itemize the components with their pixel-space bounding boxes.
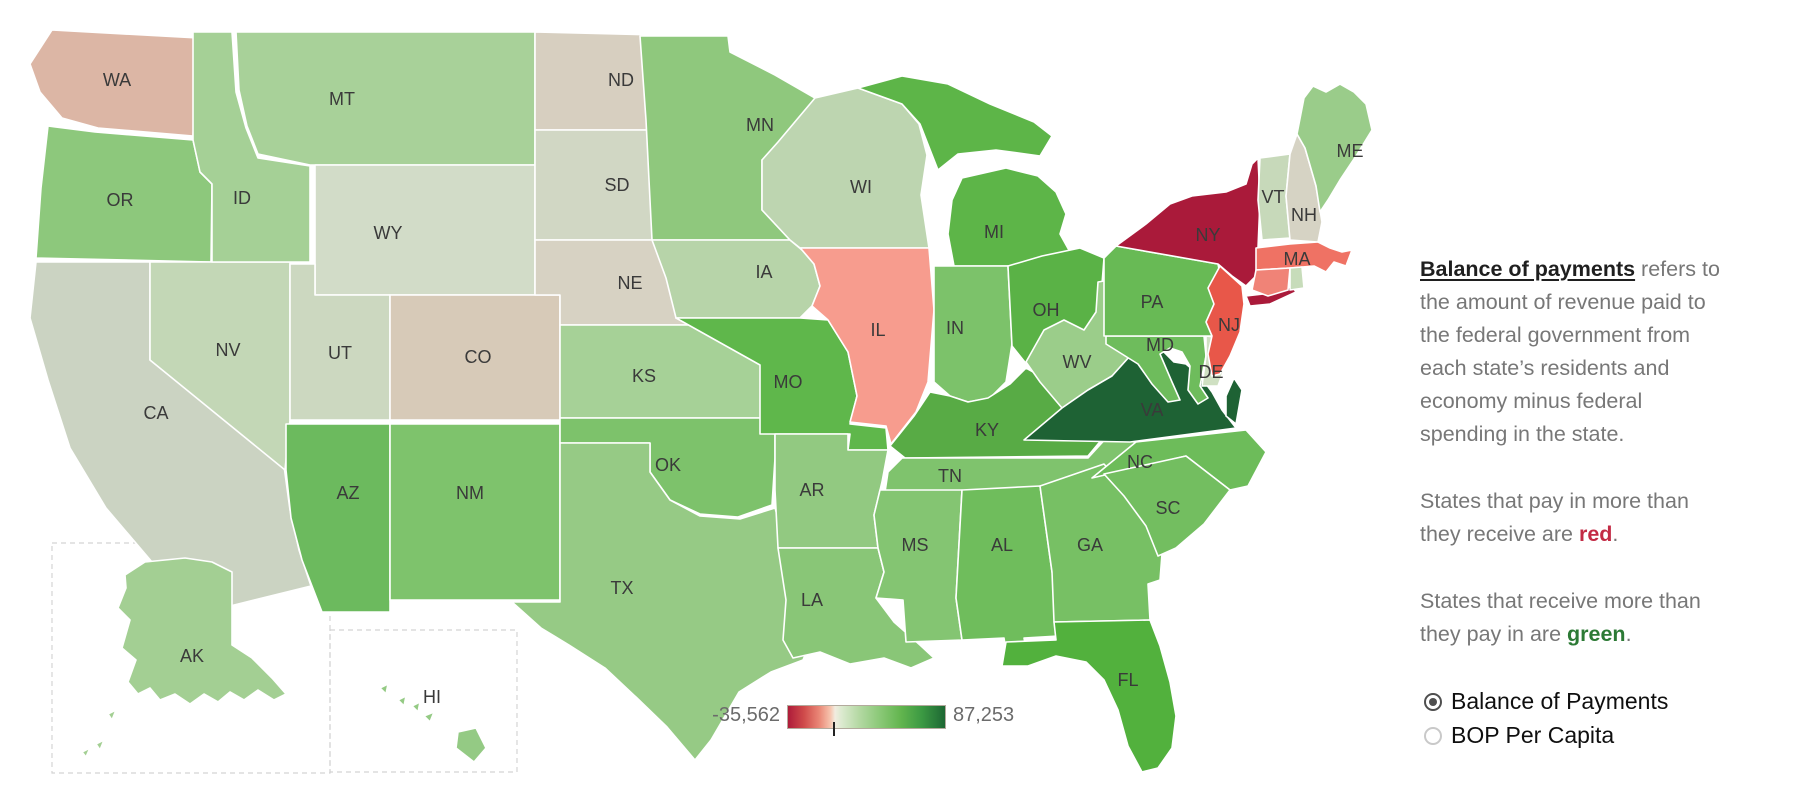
state-AR[interactable] — [774, 433, 889, 549]
radio-option-bop-per-capita[interactable]: BOP Per Capita — [1424, 722, 1668, 749]
legend-zero-tick — [832, 722, 835, 736]
state-CO[interactable] — [389, 294, 561, 421]
measure-radio-group: Balance of Payments BOP Per Capita — [1424, 688, 1668, 756]
state-RI[interactable] — [1289, 266, 1305, 291]
state-TX[interactable] — [511, 442, 813, 761]
definition-paragraph: Balance of payments refers to the amount … — [1420, 257, 1720, 446]
state-HI[interactable] — [379, 683, 487, 763]
state-MD[interactable] — [1105, 335, 1209, 405]
radio-selected-icon[interactable] — [1424, 692, 1442, 711]
state-SC[interactable] — [1103, 455, 1231, 557]
state-FL[interactable] — [1001, 619, 1177, 773]
legend-max-label: 87,253 — [953, 704, 1015, 726]
state-VA[interactable] — [1023, 341, 1243, 443]
state-MT[interactable] — [235, 31, 536, 166]
state-WY[interactable] — [314, 164, 536, 296]
state-MI[interactable] — [857, 75, 1071, 267]
state-CT[interactable] — [1251, 267, 1291, 297]
state-AK[interactable] — [81, 557, 287, 758]
state-IN[interactable] — [933, 265, 1013, 403]
state-IL[interactable] — [799, 247, 935, 445]
state-WA[interactable] — [29, 29, 199, 137]
state-ID[interactable] — [192, 31, 311, 263]
state-NJ[interactable] — [1205, 265, 1245, 377]
description-panel: Balance of payments refers to the amount … — [1420, 253, 1765, 685]
radio-unselected-icon[interactable] — [1424, 726, 1442, 745]
radio-label[interactable]: BOP Per Capita — [1451, 722, 1615, 748]
legend-min-label: -35,562 — [712, 704, 780, 726]
hawaii-inset-box — [329, 629, 518, 773]
state-OR[interactable] — [35, 125, 213, 263]
state-ME[interactable] — [1296, 83, 1373, 213]
state-IA[interactable] — [651, 239, 821, 319]
state-NM[interactable] — [389, 423, 561, 601]
state-MA[interactable] — [1255, 241, 1353, 273]
red-note-paragraph: States that pay in more than they receive… — [1420, 489, 1689, 546]
radio-label[interactable]: Balance of Payments — [1451, 688, 1669, 714]
legend-gradient-bar — [787, 705, 946, 729]
radio-option-balance-of-payments[interactable]: Balance of Payments — [1424, 688, 1668, 715]
state-VT[interactable] — [1257, 153, 1291, 241]
state-label-HI: HI — [423, 687, 441, 707]
green-note-paragraph: States that receive more than they pay in… — [1420, 589, 1701, 646]
